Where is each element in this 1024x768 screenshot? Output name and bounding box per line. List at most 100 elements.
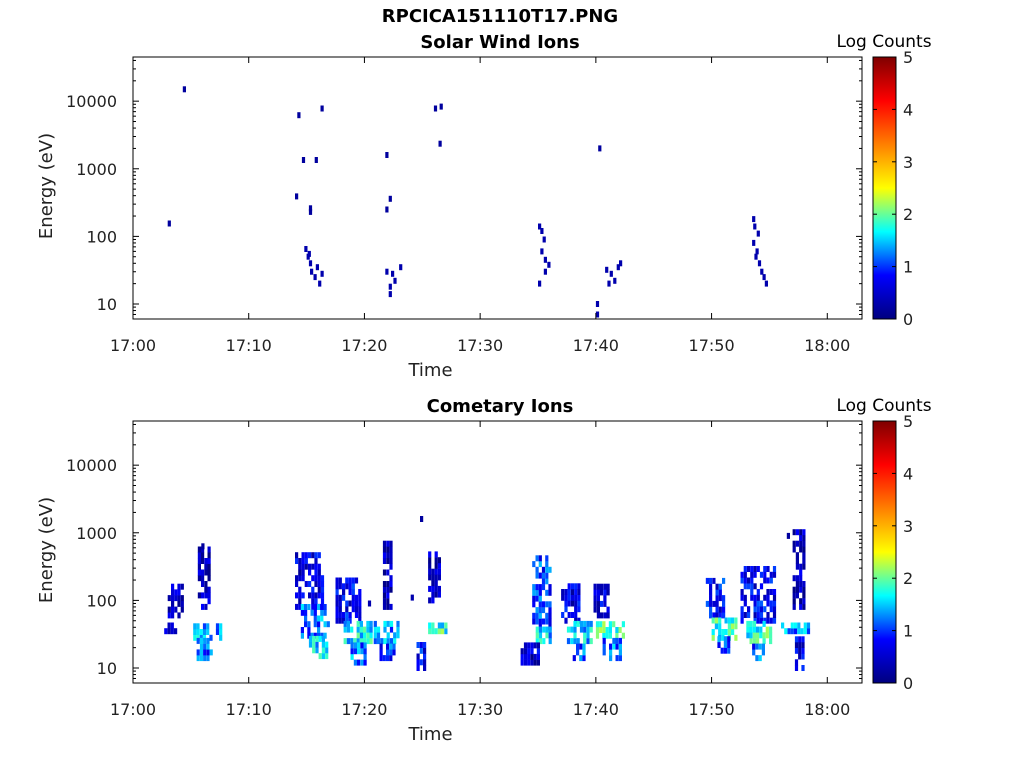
data-cell	[393, 638, 397, 645]
data-cell	[206, 643, 210, 650]
data-cell	[798, 636, 802, 643]
data-cell	[204, 563, 208, 570]
data-cell	[386, 620, 390, 627]
data-cell	[723, 642, 727, 648]
data-cell	[219, 623, 223, 630]
data-cell	[386, 540, 390, 547]
data-cell	[359, 632, 363, 639]
data-cell	[535, 555, 539, 562]
data-cell	[769, 606, 773, 613]
data-cell	[605, 627, 609, 633]
data-cell	[520, 648, 524, 655]
data-cell	[310, 268, 314, 275]
data-cell	[335, 600, 339, 607]
x-tick-label: 17:30	[457, 700, 503, 719]
data-cell	[379, 655, 383, 662]
data-cell	[731, 629, 735, 635]
data-cell	[298, 603, 302, 610]
data-cell	[386, 592, 390, 599]
data-cell	[207, 563, 211, 570]
data-cell	[714, 617, 718, 624]
data-cell	[314, 598, 318, 605]
y-tick-label: 10	[97, 295, 117, 314]
data-cell	[367, 600, 372, 607]
data-cell	[752, 216, 756, 223]
colorbar-tick-label: 0	[903, 674, 913, 693]
data-cell	[346, 626, 350, 633]
data-cell	[718, 629, 722, 635]
data-cell	[753, 606, 757, 613]
data-cell	[574, 589, 578, 595]
data-cell	[615, 632, 619, 639]
spectrogram-cells	[164, 516, 811, 671]
data-cell	[311, 586, 315, 593]
data-cell	[573, 638, 577, 645]
data-cell	[606, 612, 610, 619]
data-cell	[311, 598, 315, 605]
data-cell	[582, 649, 586, 656]
data-cell	[354, 577, 359, 584]
data-cell	[431, 574, 435, 581]
data-cell	[564, 594, 568, 601]
data-cell	[606, 606, 610, 613]
data-cell	[351, 577, 355, 584]
data-cell	[317, 552, 321, 559]
data-cell	[548, 632, 552, 639]
data-cell	[351, 583, 355, 590]
data-cell	[602, 632, 606, 639]
colorbar-tick-label: 5	[903, 48, 913, 67]
data-cell	[338, 612, 342, 618]
data-cell	[201, 552, 205, 559]
data-cell	[351, 589, 355, 595]
data-cell	[171, 606, 175, 613]
data-cell	[345, 617, 349, 624]
data-cell	[577, 617, 581, 624]
data-cell	[538, 223, 542, 230]
data-cell	[759, 606, 764, 613]
data-cell	[798, 642, 802, 648]
data-cell	[323, 632, 327, 639]
data-cell	[313, 604, 317, 610]
data-cell	[709, 612, 713, 619]
data-cell	[311, 563, 315, 570]
data-cell	[572, 655, 576, 662]
data-cell	[356, 638, 360, 645]
x-axis-label: Time	[407, 724, 452, 745]
data-cell	[806, 628, 811, 635]
data-cell	[206, 623, 210, 630]
data-cell	[382, 540, 387, 547]
data-cell	[596, 583, 600, 590]
data-cell	[541, 618, 546, 625]
data-cell	[298, 575, 302, 582]
data-cell	[535, 584, 539, 591]
data-cell	[382, 552, 387, 559]
data-cell	[202, 623, 207, 630]
data-cell	[740, 594, 744, 601]
data-cell	[743, 583, 747, 590]
y-tick-label: 10000	[66, 92, 117, 111]
colorbar-tick-label: 2	[903, 569, 913, 588]
data-cell	[705, 577, 709, 584]
data-cell	[353, 659, 357, 666]
x-tick-label: 17:00	[110, 700, 156, 719]
data-cell	[298, 592, 302, 599]
data-cell	[389, 626, 394, 633]
data-cell	[392, 649, 396, 656]
data-cell	[428, 551, 432, 558]
axes-frame	[132, 56, 863, 320]
data-cell	[177, 589, 181, 596]
data-cell	[799, 598, 803, 605]
data-cell	[338, 600, 342, 607]
data-cell	[369, 626, 373, 633]
data-cell	[802, 535, 806, 541]
data-cell	[419, 647, 423, 654]
data-cell	[317, 575, 321, 582]
data-cell	[320, 581, 325, 587]
data-cell	[434, 628, 438, 635]
data-cell	[574, 612, 578, 618]
data-cell	[304, 581, 308, 587]
data-cell	[203, 643, 207, 650]
data-cell	[561, 612, 565, 618]
data-cell	[441, 628, 445, 635]
data-cell	[759, 617, 764, 624]
